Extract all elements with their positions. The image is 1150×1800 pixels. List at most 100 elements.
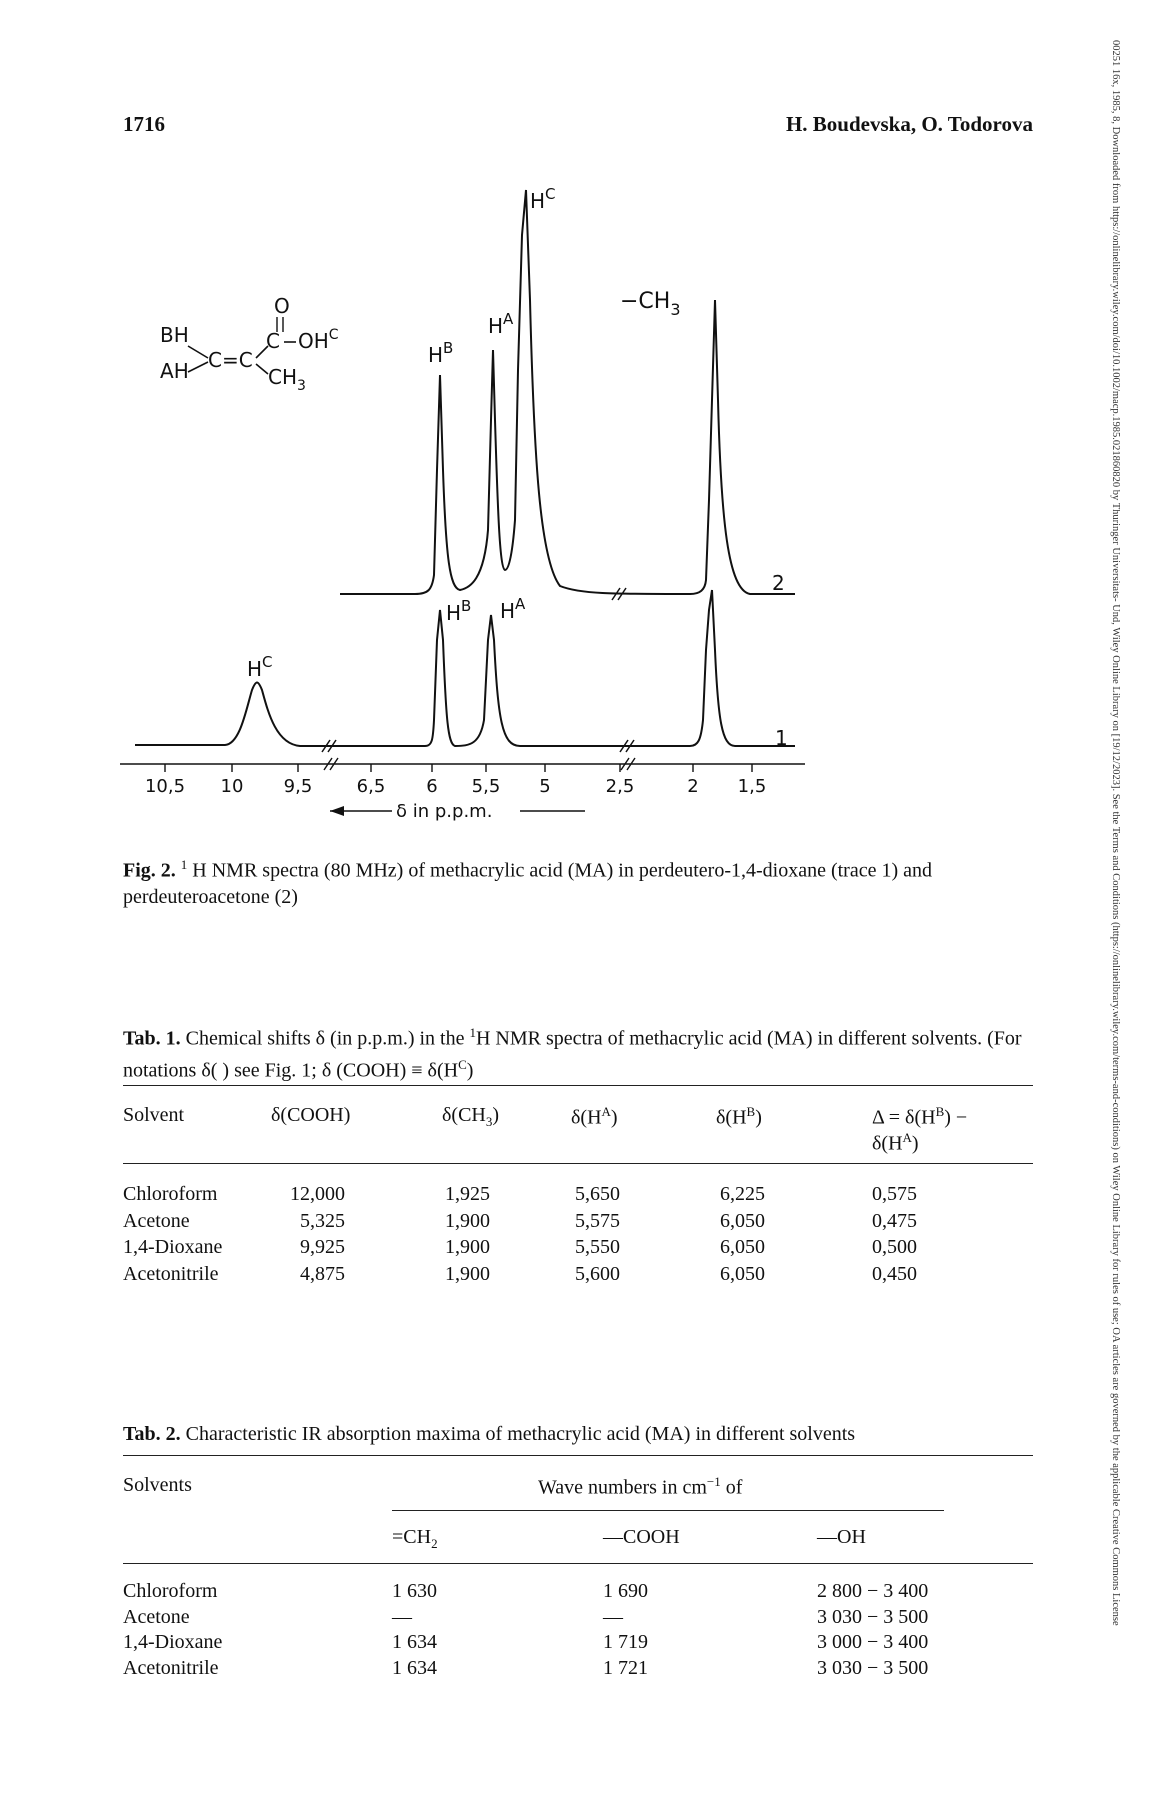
running-head-authors: H. Boudevska, O. Todorova	[785, 112, 1033, 136]
break-mark	[321, 739, 331, 753]
table1-caption-label: Tab. 1.	[123, 1027, 181, 1050]
side-download-note: 00251 16x, 1985, 8, Downloaded from http…	[1110, 40, 1134, 1730]
x-axis-tick-label: 6,5	[357, 776, 386, 797]
axis-break-mark	[323, 757, 333, 771]
spectrum-trace-2	[340, 189, 795, 596]
break-mark	[327, 739, 337, 753]
methacrylic-acid-structure: BH AH C=C C O OHC CH3	[160, 294, 339, 394]
table2-cell-solvent: Acetonitrile	[123, 1656, 219, 1679]
figure-caption-label: Fig. 2.	[123, 859, 176, 882]
peak-label-hb-trace2: HB	[428, 339, 453, 367]
axis-break-mark	[626, 757, 636, 771]
figure-caption: Fig. 2. 1 H NMR spectra (80 MHz) of meth…	[123, 852, 1033, 910]
table1-cell-hb: 6,050	[720, 1209, 765, 1232]
table2-spanner-rule	[392, 1510, 944, 1511]
nmr-figure: BH AH C=C C O OHC CH3 HC HA HB −CH3	[120, 185, 805, 822]
spectrum-trace-1	[135, 589, 795, 748]
axis-break-mark	[329, 757, 339, 771]
struct-cc: C=C	[208, 348, 253, 372]
table2-cell-ch2: 1 630	[392, 1580, 437, 1602]
side-note-text: 00251 16x, 1985, 8, Downloaded from http…	[1110, 40, 1121, 1626]
break-mark	[617, 587, 627, 601]
table2-header-cooh: —COOH	[603, 1526, 680, 1548]
table2-cell-ch2: —	[392, 1605, 412, 1628]
table1-cell-hb: 6,225	[720, 1183, 765, 1205]
struct-ch3: CH3	[268, 365, 306, 394]
table2-cell-cooh: 1 719	[603, 1631, 648, 1653]
struct-ha-label: AH	[160, 359, 189, 383]
table2-cell-oh: 2 800 − 3 400	[817, 1580, 929, 1602]
table1-cell-delta: 0,500	[872, 1236, 917, 1258]
table1-header-solvent: Solvent	[123, 1104, 185, 1126]
table2-cell-oh: 3 030 − 3 500	[817, 1656, 929, 1679]
break-mark	[611, 587, 621, 601]
table2-header-rule	[123, 1563, 1033, 1564]
table1-cell-ha: 5,650	[575, 1183, 620, 1205]
table1-header-hb: δ(HB)	[716, 1104, 762, 1129]
table2-header-ch2: =CH2	[392, 1526, 438, 1551]
table1-cell-ha: 5,575	[575, 1209, 620, 1232]
struct-carbonyl-c: C	[266, 329, 280, 353]
x-axis-tick-label: 10,5	[145, 776, 185, 797]
table1-cell-delta: 0,575	[872, 1183, 917, 1205]
table1-cell-ch3: 1,900	[445, 1236, 490, 1258]
x-axis-tick-label: 10	[221, 776, 244, 797]
figure-caption-text: H NMR spectra (80 MHz) of methacrylic ac…	[123, 859, 932, 908]
trace-number-1: 1	[775, 726, 788, 750]
table1-cell-hb: 6,050	[720, 1236, 765, 1258]
table1-cell-solvent: Acetonitrile	[123, 1262, 219, 1285]
figure-caption-sup: 1	[180, 857, 188, 872]
struct-oh: OHC	[298, 327, 339, 353]
table1-cell-ch3: 1,900	[445, 1262, 490, 1285]
table2-header-solvents: Solvents	[123, 1474, 192, 1496]
table2-cell-solvent: Chloroform	[123, 1580, 218, 1602]
table1-cell-delta: 0,450	[872, 1262, 917, 1285]
table2-top-rule	[123, 1455, 1033, 1456]
table1-cell-ch3: 1,925	[445, 1183, 490, 1205]
table2-cell-ch2: 1 634	[392, 1631, 437, 1653]
table2-cell-oh: 3 030 − 3 500	[817, 1605, 929, 1628]
table2-cell-oh: 3 000 − 3 400	[817, 1631, 929, 1653]
arrow-head-icon	[330, 806, 344, 816]
table1-top-rule	[123, 1085, 1033, 1086]
peak-label-ha-trace1: HA	[500, 595, 526, 623]
break-mark	[625, 739, 635, 753]
x-axis-tick-label: 9,5	[284, 776, 313, 797]
struct-oxygen: O	[274, 294, 290, 318]
table1-caption: Tab. 1. Chemical shifts δ (in p.p.m.) in…	[123, 1025, 1022, 1082]
table1-cell-ch3: 1,900	[445, 1209, 490, 1232]
table1-header-ch3: δ(CH3)	[442, 1104, 500, 1129]
table2-caption-label: Tab. 2.	[123, 1423, 181, 1445]
table1-cell-cooh: 12,000	[290, 1183, 345, 1205]
table2-header-wave-numbers: Wave numbers in cm−1 of	[538, 1474, 743, 1499]
peak-label-ch3-trace2: −CH3	[620, 289, 681, 319]
x-axis-label: δ in p.p.m.	[396, 801, 492, 822]
x-axis-tick-label: 2,5	[606, 776, 635, 797]
peak-label-hb-trace1: HB	[446, 597, 471, 625]
table1-header-delta-line2: δ(HA)	[872, 1130, 919, 1155]
table2-header-oh: —OH	[817, 1526, 866, 1548]
table2-cell-cooh: 1 721	[603, 1656, 648, 1679]
table1-cell-solvent: Acetone	[123, 1209, 190, 1232]
table1-cell-ha: 5,550	[575, 1236, 620, 1258]
x-axis-tick-label: 5,5	[472, 776, 501, 797]
x-axis-tick-label: 1,5	[738, 776, 767, 797]
x-axis-tick-label: 2	[687, 776, 698, 797]
table1-header-rule	[123, 1163, 1033, 1164]
table1-header-cooh: δ(COOH)	[271, 1104, 351, 1126]
x-axis-tick-label: 6	[426, 776, 437, 797]
struct-hb-label: BH	[160, 323, 189, 347]
x-axis-tick-label: 5	[539, 776, 550, 797]
table2-caption-text: Characteristic IR absorption maxima of m…	[185, 1423, 856, 1445]
table1-cell-cooh: 5,325	[300, 1209, 345, 1232]
trace-number-2: 2	[772, 571, 785, 595]
table1-cell-cooh: 9,925	[300, 1236, 345, 1258]
table1-cell-ha: 5,600	[575, 1262, 620, 1285]
table2-cell-solvent: Acetone	[123, 1605, 190, 1628]
table1-cell-delta: 0,475	[872, 1209, 917, 1232]
table2-cell-ch2: 1 634	[392, 1656, 437, 1679]
break-mark	[619, 739, 629, 753]
page-number: 1716	[123, 112, 165, 136]
peak-label-hc-trace2: HC	[530, 185, 556, 213]
table2-cell-cooh: 1 690	[603, 1580, 648, 1602]
